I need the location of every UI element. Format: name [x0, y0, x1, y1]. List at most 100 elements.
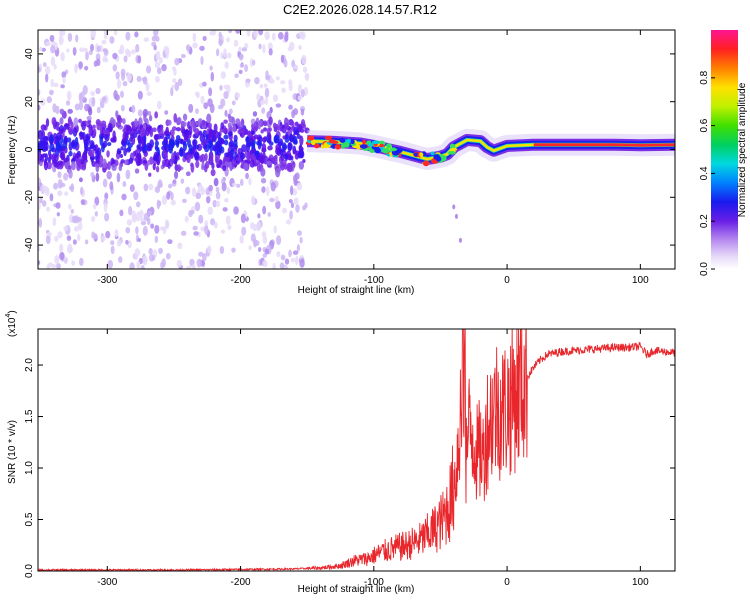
spectrogram-cell — [261, 186, 266, 193]
spectrogram-cell — [82, 47, 88, 53]
spectrogram-cell — [90, 171, 95, 178]
spectrogram-cell — [194, 201, 201, 212]
spectrogram-cell — [208, 87, 213, 97]
spectrogram-cell — [272, 94, 279, 103]
spectrogram-cell — [46, 206, 50, 212]
spectrogram-cell — [89, 149, 95, 158]
spectrogram-cell — [140, 220, 147, 226]
spectrogram-cell — [38, 217, 43, 228]
spectrogram-cell — [275, 167, 281, 178]
spectrogram-cell — [156, 67, 162, 75]
spectrogram-cell — [40, 140, 47, 146]
spectrogram-cell — [175, 127, 182, 132]
spectrogram-cell — [107, 122, 113, 132]
spectrogram-cell — [190, 120, 195, 128]
spectrogram-cell — [119, 44, 125, 55]
spectrogram-cell — [200, 95, 205, 105]
spectrogram-cell — [84, 103, 90, 112]
spectrogram-cell — [94, 163, 100, 168]
spectrogram-cell — [140, 127, 146, 137]
spectrogram-cell — [172, 78, 177, 83]
spectrogram-cell — [185, 265, 192, 269]
spectrogram-cell — [254, 76, 260, 85]
spectrogram-cell — [125, 31, 131, 41]
spectrogram-cell — [165, 252, 171, 260]
spectrogram-y-tick-label: 20 — [24, 96, 35, 108]
spectrogram-x-label: Height of straight line (km) — [298, 285, 415, 296]
spectrogram-cell — [250, 148, 256, 154]
spectrogram-cell — [59, 251, 65, 261]
spectrogram-cell — [53, 182, 59, 190]
spectrogram-cell — [104, 212, 110, 222]
spectrogram-cell — [38, 246, 41, 252]
spectrogram-cell — [147, 210, 152, 216]
spectrogram-cell — [192, 42, 198, 49]
spectrogram-cell — [250, 233, 256, 243]
spectrogram-cell — [279, 121, 283, 132]
spectrogram-cell — [220, 229, 226, 234]
spectrogram-cell — [228, 30, 233, 34]
spectrogram-cell — [120, 159, 125, 164]
spectrogram-cell — [452, 204, 456, 210]
spectrogram-cell — [203, 102, 208, 110]
spectrogram-cell — [300, 108, 305, 116]
spectrogram-x-tick-label: -300 — [97, 275, 117, 286]
spectrogram-cell — [107, 259, 113, 269]
spectrogram-cell — [66, 235, 72, 241]
spectrogram-cell — [258, 141, 263, 147]
spectrogram-cell — [83, 143, 89, 150]
spectrogram-cell — [65, 123, 70, 130]
spectrogram-cell — [236, 183, 241, 188]
spectrogram-cell — [66, 243, 73, 254]
spectrogram-cell — [209, 30, 214, 36]
spectrogram-cell — [93, 60, 98, 67]
spectrogram-cell — [126, 72, 133, 83]
spectrogram-cell — [290, 202, 295, 209]
spectrogram-cell — [122, 128, 127, 133]
spectrogram-cell — [57, 178, 63, 189]
spectrogram-cell — [248, 245, 252, 251]
spectrogram-cell — [156, 148, 161, 156]
spectrogram-cell — [122, 131, 128, 141]
spectrogram-cell — [147, 159, 151, 166]
spectrogram-cell — [212, 144, 217, 152]
spectrogram-cell — [220, 98, 226, 108]
spectrogram-cell — [125, 239, 129, 245]
spectrogram-cell — [170, 199, 176, 206]
spectrogram-cell — [56, 262, 61, 269]
spectrogram-cell — [192, 139, 197, 150]
spectrogram-cell — [165, 134, 171, 140]
ridge-blob — [367, 143, 373, 148]
spectrogram-cell — [57, 171, 62, 179]
snr-series-line — [38, 329, 675, 571]
spectrogram-cell — [252, 111, 258, 117]
ridge-blob — [448, 150, 456, 155]
spectrogram-cell — [107, 161, 111, 171]
spectrogram-cell — [128, 157, 134, 164]
spectrogram-cell — [39, 161, 43, 167]
spectrogram-cell — [300, 31, 306, 40]
spectrogram-cell — [288, 41, 295, 51]
spectrogram-cell — [80, 186, 84, 196]
spectrogram-cell — [275, 134, 280, 142]
spectrogram-cell — [57, 160, 63, 166]
spectrogram-cell — [269, 106, 273, 114]
spectrogram-cell — [45, 73, 49, 83]
spectrogram-cell — [289, 185, 294, 196]
spectrogram-cell — [223, 157, 228, 162]
ridge-blob — [359, 144, 368, 149]
spectrogram-cell — [247, 151, 251, 162]
snr-x-tick-label: 0 — [504, 577, 510, 588]
spectrogram-x-tick-label: -200 — [231, 275, 251, 286]
colorbar-tick-label: 0.4 — [699, 166, 710, 180]
spectrogram-cell — [204, 160, 210, 169]
spectrogram-cell — [206, 113, 212, 124]
spectrogram-cell — [293, 126, 299, 135]
spectrogram-cell — [109, 181, 114, 191]
spectrogram-cell — [116, 172, 121, 183]
spectrogram-cell — [232, 182, 237, 187]
spectrogram-cell — [298, 45, 302, 50]
spectrogram-cell — [135, 211, 142, 222]
spectrogram-cell — [55, 105, 60, 115]
colorbar-tick-label: 0.6 — [699, 118, 710, 132]
